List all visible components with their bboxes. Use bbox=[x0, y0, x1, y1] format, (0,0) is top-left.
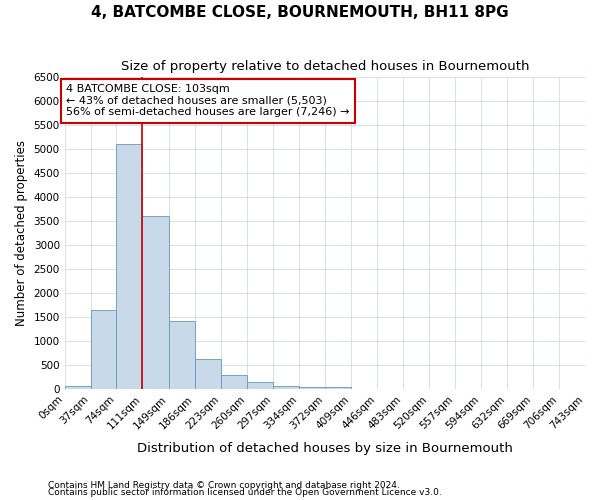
Text: Contains HM Land Registry data © Crown copyright and database right 2024.: Contains HM Land Registry data © Crown c… bbox=[48, 480, 400, 490]
X-axis label: Distribution of detached houses by size in Bournemouth: Distribution of detached houses by size … bbox=[137, 442, 513, 455]
Text: 4, BATCOMBE CLOSE, BOURNEMOUTH, BH11 8PG: 4, BATCOMBE CLOSE, BOURNEMOUTH, BH11 8PG bbox=[91, 5, 509, 20]
Text: 4 BATCOMBE CLOSE: 103sqm
← 43% of detached houses are smaller (5,503)
56% of sem: 4 BATCOMBE CLOSE: 103sqm ← 43% of detach… bbox=[66, 84, 350, 117]
Bar bbox=[272, 386, 299, 389]
Bar bbox=[299, 387, 325, 389]
Bar bbox=[221, 375, 247, 389]
Text: Contains public sector information licensed under the Open Government Licence v3: Contains public sector information licen… bbox=[48, 488, 442, 497]
Bar bbox=[325, 387, 351, 389]
Bar bbox=[116, 144, 142, 389]
Bar bbox=[65, 386, 91, 389]
Bar bbox=[195, 359, 221, 389]
Y-axis label: Number of detached properties: Number of detached properties bbox=[15, 140, 28, 326]
Bar bbox=[247, 382, 272, 389]
Title: Size of property relative to detached houses in Bournemouth: Size of property relative to detached ho… bbox=[121, 60, 529, 73]
Bar bbox=[169, 320, 195, 389]
Bar bbox=[142, 216, 169, 389]
Bar bbox=[91, 310, 116, 389]
